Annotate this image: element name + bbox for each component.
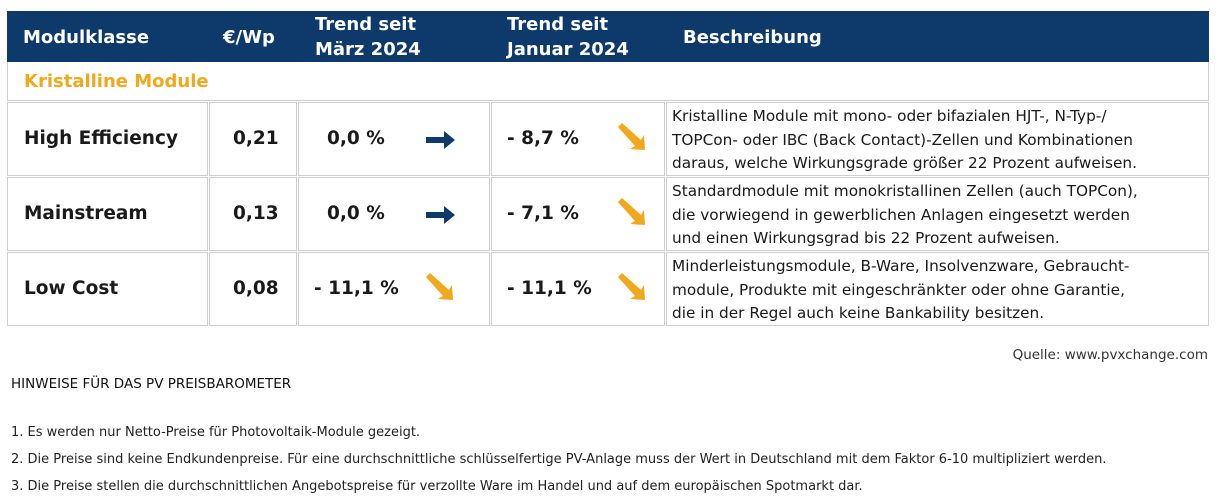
- section-title: Kristalline Module: [24, 71, 209, 92]
- trend-maerz-cell: - 11,1 %: [298, 252, 490, 326]
- trend-maerz-cell: 0,0 %: [298, 177, 490, 251]
- description-text: Kristalline Module mit mono- oder bifazi…: [672, 105, 1137, 176]
- arrow-right-icon: [426, 131, 455, 149]
- header-trend-maerz-line2: März 2024: [315, 39, 421, 60]
- trend-januar-cell: - 8,7 %: [491, 102, 665, 176]
- price-value: 0,08: [233, 278, 279, 299]
- modulklasse-cell: Low Cost: [7, 252, 208, 326]
- description-line: daraus, welche Wirkungsgrade größer 22 P…: [672, 154, 1137, 172]
- arrow-down-right-icon: [426, 273, 453, 300]
- header-trend-maerz-line1: Trend seit: [315, 14, 417, 35]
- description-line: TOPCon- oder IBC (Back Contact)-Zellen u…: [672, 130, 1133, 149]
- header-modulklasse: Modulklasse: [23, 27, 150, 48]
- description-line: Standardmodule mit monokristallinen Zell…: [672, 182, 1138, 200]
- module-class-name: Mainstream: [24, 203, 148, 224]
- beschreibung-cell: Minderleistungsmodule, B-Ware, Insolvenz…: [666, 252, 1209, 326]
- description-line: Kristalline Module mit mono- oder bifazi…: [672, 107, 1107, 125]
- trend-maerz-cell: 0,0 %: [298, 102, 490, 176]
- notes-title: HINWEISE FÜR DAS PV PREISBAROMETER: [11, 376, 292, 392]
- trend-maerz-value: - 11,1 %: [314, 278, 399, 299]
- trend-januar-cell: - 7,1 %: [491, 177, 665, 251]
- description-line: die vorwiegend in gewerblichen Anlagen e…: [672, 205, 1130, 224]
- beschreibung-cell: Kristalline Module mit mono- oder bifazi…: [666, 102, 1209, 176]
- trend-januar-value: - 7,1 %: [507, 203, 579, 224]
- header-trend-januar-line1: Trend seit: [507, 14, 609, 35]
- section-row: Kristalline Module: [7, 62, 1209, 101]
- description-text: Minderleistungsmodule, B-Ware, Insolvenz…: [672, 255, 1129, 326]
- note-2: 2. Die Preise sind keine Endkundenpreise…: [11, 452, 1107, 467]
- table-row: Low Cost 0,08 - 11,1 % - 11,1 % Minderleistu…: [7, 252, 1209, 326]
- trend-maerz-value: 0,0 %: [327, 128, 385, 149]
- trend-januar-value: - 11,1 %: [507, 278, 592, 299]
- description-line: die in der Regel auch keine Bankability …: [672, 304, 1045, 322]
- arrow-down-right-icon: [618, 198, 645, 225]
- header-beschreibung: Beschreibung: [683, 27, 822, 48]
- modulklasse-cell: High Efficiency: [7, 102, 208, 176]
- trend-januar-value: - 8,7 %: [507, 128, 579, 149]
- description-line: module, Produkte mit eingeschränkter ode…: [672, 280, 1125, 299]
- header-price: €/Wp: [223, 27, 275, 48]
- note-3: 3. Die Preise stellen die durchschnittli…: [11, 479, 863, 494]
- table-header: Modulklasse €/Wp Trend seit März 2024 Tr…: [7, 11, 1209, 62]
- price-table: Modulklasse €/Wp Trend seit März 2024 Tr…: [7, 11, 1209, 326]
- description-text: Standardmodule mit monokristallinen Zell…: [672, 180, 1138, 251]
- price-cell: 0,21: [209, 102, 297, 176]
- modulklasse-cell: Mainstream: [7, 177, 208, 251]
- beschreibung-cell: Standardmodule mit monokristallinen Zell…: [666, 177, 1209, 251]
- arrow-down-right-icon: [618, 273, 645, 300]
- price-value: 0,21: [233, 128, 279, 149]
- note-1: 1. Es werden nur Netto-Preise für Photov…: [11, 425, 421, 440]
- price-value: 0,13: [233, 203, 279, 224]
- arrow-right-icon: [426, 206, 455, 224]
- description-line: Minderleistungsmodule, B-Ware, Insolvenz…: [672, 257, 1130, 275]
- description-line: und einen Wirkungsgrad bis 22 Prozent au…: [672, 229, 1060, 247]
- table-row: High Efficiency 0,21 0,0 % - 8,7 % Kristalli…: [7, 102, 1209, 176]
- trend-januar-cell: - 11,1 %: [491, 252, 665, 326]
- module-class-name: High Efficiency: [24, 128, 178, 149]
- price-cell: 0,08: [209, 252, 297, 326]
- table-body: High Efficiency 0,21 0,0 % - 8,7 % Kristalli…: [7, 102, 1209, 326]
- trend-maerz-value: 0,0 %: [327, 203, 385, 224]
- header-trend-januar-line2: Januar 2024: [507, 39, 629, 60]
- price-cell: 0,13: [209, 177, 297, 251]
- arrow-down-right-icon: [618, 123, 645, 150]
- source-note: Quelle: www.pvxchange.com: [1012, 347, 1208, 363]
- table-row: Mainstream 0,13 0,0 % - 7,1 % Standardmodule…: [7, 177, 1209, 251]
- module-class-name: Low Cost: [24, 278, 119, 299]
